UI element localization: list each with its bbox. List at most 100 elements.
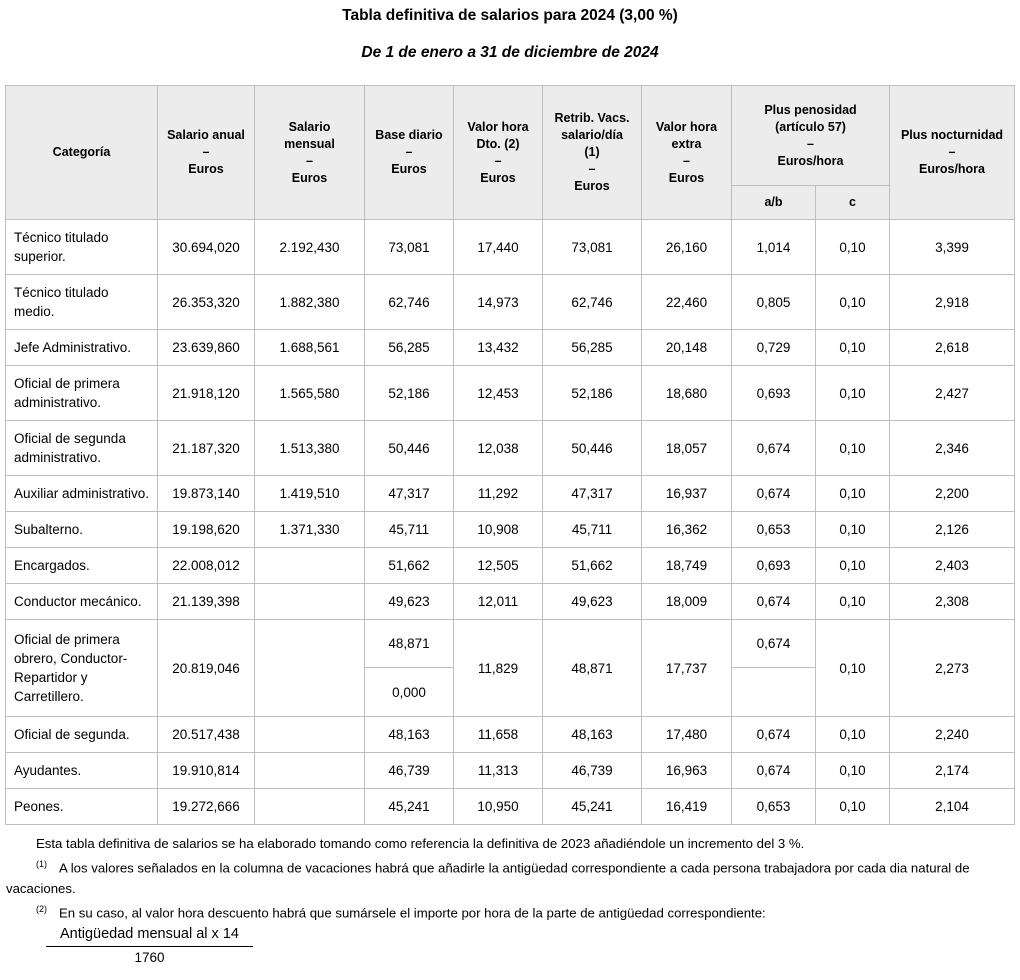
cell-vhe: 16,419 <box>641 788 732 825</box>
cell-c: 0,10 <box>814 329 891 366</box>
formula-numerator: Antigüedad mensual al x 14 <box>46 925 253 947</box>
cell-categoria: Oficial de primera administrativo. <box>5 365 158 421</box>
salary-table: Categoría Salario anual – Euros Salario … <box>5 85 1016 825</box>
cell-nocturnidad: 2,174 <box>889 752 1016 789</box>
cell-base: 47,317 <box>364 475 454 512</box>
page-subtitle: De 1 de enero a 31 de diciembre de 2024 <box>361 44 659 61</box>
cell-nocturnidad: 2,618 <box>889 329 1016 366</box>
cell-ab: 0,729 <box>731 329 816 366</box>
note-1: (1) A los valores señalados en la columna… <box>6 854 1010 899</box>
cell-base: 45,711 <box>364 511 454 548</box>
cell-mensual: 1.371,330 <box>254 511 365 548</box>
cell-categoria: Auxiliar administrativo. <box>5 475 158 512</box>
cell-c: 0,10 <box>814 752 891 789</box>
cell-categoria: Oficial de primera obrero, Conductor-Rep… <box>5 619 158 717</box>
cell-c: 0,10 <box>814 788 891 825</box>
footnotes: Esta tabla definitiva de salarios se ha … <box>6 833 1010 967</box>
cell-base: 48,163 <box>364 716 454 753</box>
table-row: Ayudantes. 19.910,814 46,739 11,313 46,739 16… <box>5 752 1016 789</box>
cell-c: 0,10 <box>814 420 891 476</box>
cell-c: 0,10 <box>814 716 891 753</box>
cell-retrib: 47,317 <box>542 475 642 512</box>
table-row: Auxiliar administrativo. 19.873,140 1.419,… <box>5 475 1016 512</box>
cell-c: 0,10 <box>814 475 891 512</box>
cell-base-part: 48,871 <box>365 620 453 668</box>
cell-base: 46,739 <box>364 752 454 789</box>
cell-base: 51,662 <box>364 547 454 584</box>
cell-c: 0,10 <box>814 511 891 548</box>
cell-categoria: Jefe Administrativo. <box>5 329 158 366</box>
cell-anual: 21.139,398 <box>157 583 255 620</box>
cell-retrib: 52,186 <box>542 365 642 421</box>
table-row: Conductor mecánico. 21.139,398 49,623 12,01… <box>5 583 1016 620</box>
header-row-sub: a/b c <box>6 185 1015 220</box>
cell-anual: 26.353,320 <box>157 274 255 330</box>
cell-categoria: Encargados. <box>5 547 158 584</box>
cell-vhe: 17,480 <box>641 716 732 753</box>
cell-ab: 0,693 <box>731 547 816 584</box>
table-row: Peones. 19.272,666 45,241 10,950 45,241 16,41… <box>5 788 1016 825</box>
cell-base-part: 0,000 <box>392 684 426 700</box>
cell-ab: 0,674 <box>731 583 816 620</box>
table-row: Técnico titulado superior. 30.694,020 2.19… <box>5 219 1016 275</box>
cell-c: 0,10 <box>814 547 891 584</box>
cell-anual: 21.918,120 <box>157 365 255 421</box>
table-body: Técnico titulado superior. 30.694,020 2.19… <box>5 219 1016 825</box>
cell-ab: 0,674 <box>731 752 816 789</box>
table-row: Oficial de segunda. 20.517,438 48,163 11,65… <box>5 716 1016 753</box>
cell-categoria: Oficial de segunda. <box>5 716 158 753</box>
cell-ab-part <box>732 668 815 716</box>
cell-ab: 0,674 <box>731 716 816 753</box>
header-base-diario: Base diario – Euros <box>364 85 454 220</box>
cell-categoria: Oficial de segunda administrativo. <box>5 420 158 476</box>
cell-vhe: 26,160 <box>641 219 732 275</box>
cell-nocturnidad: 2,126 <box>889 511 1016 548</box>
cell-mensual <box>254 752 365 789</box>
cell-categoria: Peones. <box>5 788 158 825</box>
note-1-text: A los valores señalados en la columna de… <box>6 860 970 897</box>
cell-ab: 0,674 <box>731 475 816 512</box>
cell-vhd: 10,950 <box>453 788 543 825</box>
header-salario-anual: Salario anual – Euros <box>157 85 255 220</box>
cell-nocturnidad: 2,403 <box>889 547 1016 584</box>
cell-nocturnidad: 2,308 <box>889 583 1016 620</box>
cell-retrib: 56,285 <box>542 329 642 366</box>
cell-base: 49,623 <box>364 583 454 620</box>
cell-ab: 1,014 <box>731 219 816 275</box>
cell-base: 45,241 <box>364 788 454 825</box>
cell-vhe: 18,009 <box>641 583 732 620</box>
cell-vhd: 11,292 <box>453 475 543 512</box>
table-row: Técnico titulado medio. 26.353,320 1.882,3… <box>5 274 1016 330</box>
cell-ab: 0,674 <box>731 619 816 717</box>
cell-categoria: Técnico titulado superior. <box>5 219 158 275</box>
note-2-text: En su caso, al valor hora descuento habr… <box>59 905 766 921</box>
header-categoria: Categoría <box>5 85 158 220</box>
cell-mensual <box>254 788 365 825</box>
cell-categoria: Técnico titulado medio. <box>5 274 158 330</box>
cell-ab: 0,653 <box>731 511 816 548</box>
cell-vhd: 12,453 <box>453 365 543 421</box>
cell-vhe: 18,057 <box>641 420 732 476</box>
cell-ab: 0,805 <box>731 274 816 330</box>
cell-categoria: Conductor mecánico. <box>5 583 158 620</box>
table-row: Subalterno. 19.198,620 1.371,330 45,711 10,9… <box>5 511 1016 548</box>
header-row-main: Categoría Salario anual – Euros Salario … <box>5 85 1016 220</box>
cell-vhd: 11,313 <box>453 752 543 789</box>
cell-vhe: 16,362 <box>641 511 732 548</box>
cell-nocturnidad: 2,346 <box>889 420 1016 476</box>
cell-vhd: 13,432 <box>453 329 543 366</box>
note-2: (2) En su caso, al valor hora descuento h… <box>6 899 1010 923</box>
cell-vhd: 12,011 <box>453 583 543 620</box>
cell-ab: 0,693 <box>731 365 816 421</box>
cell-base: 62,746 <box>364 274 454 330</box>
cell-anual: 22.008,012 <box>157 547 255 584</box>
cell-retrib: 45,241 <box>542 788 642 825</box>
table-row: Jefe Administrativo. 23.639,860 1.688,561 5… <box>5 329 1016 366</box>
cell-vhe: 16,937 <box>641 475 732 512</box>
table-header: Categoría Salario anual – Euros Salario … <box>5 85 1016 220</box>
cell-vhe: 20,148 <box>641 329 732 366</box>
header-valor-hora-extra: Valor hora extra – Euros <box>641 85 732 220</box>
cell-c: 0,10 <box>814 619 891 717</box>
cell-nocturnidad: 2,427 <box>889 365 1016 421</box>
cell-categoria: Ayudantes. <box>5 752 158 789</box>
